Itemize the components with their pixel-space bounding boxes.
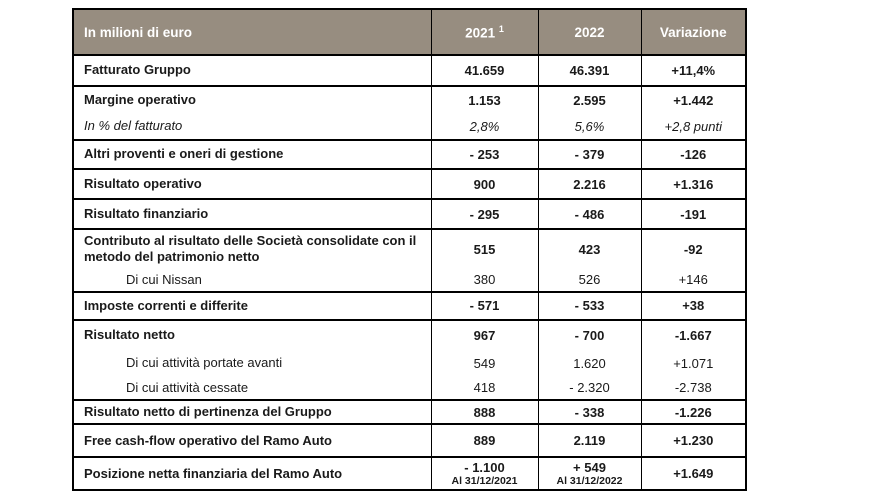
table-row: In % del fatturato 2,8% 5,6% +2,8 punti <box>73 114 746 140</box>
cell-2021: 380 <box>430 268 538 292</box>
header-2022: 2022 <box>537 8 641 55</box>
cell-2021: - 253 <box>430 139 538 169</box>
cell-variazione: +146 <box>640 268 746 292</box>
table-row: Free cash-flow operativo del Ramo Auto 8… <box>73 423 746 458</box>
row-label: Di cui Nissan <box>126 271 202 287</box>
row-label: Altri proventi e oneri di gestione <box>73 139 431 169</box>
cell-2021: 889 <box>430 423 538 458</box>
row-label: Fatturato Gruppo <box>73 54 431 86</box>
table-row: Risultato operativo 900 2.216 +1.316 <box>73 168 746 199</box>
cell-2021: 888 <box>430 398 538 425</box>
cell-2021-date-note: Al 31/12/2021 <box>451 474 518 487</box>
cell-2022: 423 <box>537 228 641 269</box>
header-variazione: Variazione <box>640 8 746 55</box>
cell-2021: - 1.100 Al 31/12/2021 <box>430 456 538 491</box>
row-label: Free cash-flow operativo del Ramo Auto <box>73 423 431 458</box>
table-row: Margine operativo 1.153 2.595 +1.442 <box>73 85 746 114</box>
cell-2022: 1.620 <box>537 349 641 377</box>
footnote-marker: 1 <box>498 23 504 34</box>
cell-2022: + 549 Al 31/12/2022 <box>537 456 641 491</box>
table-header-row: In milioni di euro 2021 1 2022 Variazion… <box>73 8 746 55</box>
table-row: Fatturato Gruppo 41.659 46.391 +11,4% <box>73 54 746 86</box>
cell-variazione: +1.649 <box>640 456 746 491</box>
cell-2021: 41.659 <box>430 54 538 86</box>
cell-2021: 2,8% <box>430 114 538 140</box>
cell-2022: - 379 <box>537 139 641 169</box>
row-label: Imposte correnti e differite <box>73 290 431 320</box>
cell-variazione: +1.442 <box>640 85 746 114</box>
cell-2021: 515 <box>430 228 538 269</box>
cell-variazione: +38 <box>640 290 746 320</box>
cell-2022: 46.391 <box>537 54 641 86</box>
cell-2021: 900 <box>430 168 538 199</box>
table-row: Imposte correnti e differite - 571 - 533… <box>73 290 746 320</box>
table-row: Risultato netto di pertinenza del Gruppo… <box>73 398 746 425</box>
table-row: Contributo al risultato delle Società co… <box>73 228 746 269</box>
table-row: Risultato finanziario - 295 - 486 -191 <box>73 198 746 229</box>
cell-variazione: +1.316 <box>640 168 746 199</box>
cell-2021: 967 <box>430 318 538 350</box>
row-label: Contributo al risultato delle Società co… <box>73 228 431 269</box>
row-label: Risultato finanziario <box>73 198 431 229</box>
cell-variazione: -92 <box>640 228 746 269</box>
cell-2022: - 2.320 <box>537 376 641 400</box>
cell-2021: 549 <box>430 349 538 377</box>
cell-2022: 2.119 <box>537 423 641 458</box>
cell-2022: 526 <box>537 268 641 292</box>
cell-2022: 2.595 <box>537 85 641 114</box>
cell-2022: 5,6% <box>537 114 641 140</box>
cell-variazione: -191 <box>640 198 746 229</box>
table-subrow: Di cui attività cessate 418 - 2.320 -2.7… <box>73 376 746 400</box>
row-label: In % del fatturato <box>84 118 183 134</box>
row-label: Risultato operativo <box>73 168 431 199</box>
table-subrow: Di cui attività portate avanti 549 1.620… <box>73 349 746 377</box>
cell-variazione: +11,4% <box>640 54 746 86</box>
cell-2021-value: - 1.100 <box>464 460 505 476</box>
cell-2022: 2.216 <box>537 168 641 199</box>
cell-variazione: +1.071 <box>640 349 746 377</box>
cell-2022: - 486 <box>537 198 641 229</box>
header-2021-year: 2021 <box>465 25 496 41</box>
header-2021: 2021 1 <box>430 8 538 55</box>
row-label: Risultato netto <box>73 318 431 350</box>
cell-2022-date-note: Al 31/12/2022 <box>556 474 623 487</box>
cell-2021: 418 <box>430 376 538 400</box>
table-row: Posizione netta finanziaria del Ramo Aut… <box>73 456 746 491</box>
cell-2022: - 700 <box>537 318 641 350</box>
cell-2021: 1.153 <box>430 85 538 114</box>
header-unit-label: In milioni di euro <box>73 8 431 55</box>
cell-variazione: -2.738 <box>640 376 746 400</box>
row-label: Di cui attività portate avanti <box>126 355 283 371</box>
financial-results-table: In milioni di euro 2021 1 2022 Variazion… <box>72 8 747 492</box>
cell-2021: - 571 <box>430 290 538 320</box>
row-label: Risultato netto di pertinenza del Gruppo <box>73 398 431 425</box>
table-row: Altri proventi e oneri di gestione - 253… <box>73 139 746 169</box>
cell-2022: - 338 <box>537 398 641 425</box>
cell-variazione: -1.226 <box>640 398 746 425</box>
row-label: Di cui attività cessate <box>126 379 249 395</box>
cell-variazione: -1.667 <box>640 318 746 350</box>
table-subrow: Di cui Nissan 380 526 +146 <box>73 268 746 292</box>
cell-2022-value: + 549 <box>573 460 606 476</box>
row-label: Posizione netta finanziaria del Ramo Aut… <box>73 456 431 491</box>
cell-2022: - 533 <box>537 290 641 320</box>
cell-variazione: +2,8 punti <box>640 114 746 140</box>
row-label: Margine operativo <box>73 85 431 114</box>
cell-variazione: +1.230 <box>640 423 746 458</box>
cell-variazione: -126 <box>640 139 746 169</box>
table-row: Risultato netto 967 - 700 -1.667 <box>73 318 746 350</box>
cell-2021: - 295 <box>430 198 538 229</box>
